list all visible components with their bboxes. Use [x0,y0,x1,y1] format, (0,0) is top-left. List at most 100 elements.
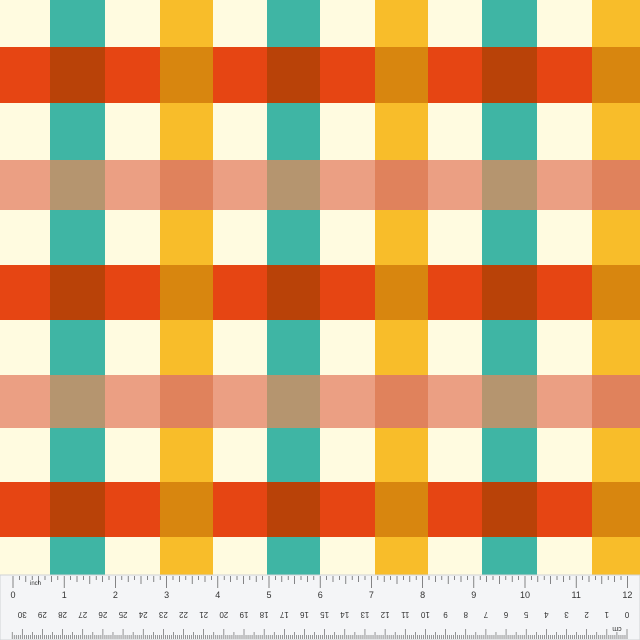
plaid-cell [105,320,161,376]
inch-label: 3 [164,590,169,600]
plaid-cell [50,537,106,576]
plaid-cell [320,482,376,538]
plaid-cell [375,0,429,48]
plaid-cell [0,320,51,376]
plaid-cell [50,47,106,104]
plaid-cell [105,428,161,483]
plaid-cell [537,160,593,211]
plaid-cell [375,537,429,576]
plaid-cell [592,320,640,376]
cm-label: 14 [340,610,349,619]
plaid-cell [428,210,483,266]
cm-label: 8 [463,610,468,619]
cm-label: 28 [58,610,67,619]
cm-label: 12 [380,610,389,619]
plaid-cell [428,160,483,211]
plaid-cell [50,0,106,48]
inch-label: 2 [113,590,118,600]
cm-label: 18 [259,610,268,619]
plaid-cell [482,47,538,104]
plaid-cell [537,482,593,538]
cm-label: 9 [443,610,448,619]
plaid-cell [537,537,593,576]
plaid-cell [537,210,593,266]
plaid-cell [320,0,376,48]
plaid-cell [320,320,376,376]
cm-label: 5 [523,610,528,619]
plaid-cell [160,0,214,48]
plaid-cell [537,320,593,376]
plaid-cell [537,0,593,48]
inch-label: 9 [471,590,476,600]
plaid-cell [537,103,593,161]
plaid-cell [592,103,640,161]
cm-label: 19 [239,610,248,619]
plaid-cell [267,428,321,483]
plaid-cell [428,0,483,48]
plaid-cell [375,160,429,211]
cm-label: 22 [179,610,188,619]
plaid-cell [375,47,429,104]
plaid-cell [592,47,640,104]
plaid-cell [320,537,376,576]
cm-label: 20 [219,610,228,619]
inch-label: 4 [215,590,220,600]
plaid-cell [482,320,538,376]
plaid-cell [320,103,376,161]
plaid-cell [320,265,376,321]
plaid-cell [375,103,429,161]
plaid-cell [320,428,376,483]
plaid-cell [375,482,429,538]
plaid-cell [375,320,429,376]
plaid-cell [592,537,640,576]
plaid-cell [213,320,268,376]
plaid-cell [320,210,376,266]
plaid-cell [0,375,51,429]
plaid-pattern [0,0,640,576]
plaid-cell [428,47,483,104]
plaid-cell [592,160,640,211]
plaid-cell [213,47,268,104]
plaid-cell [320,375,376,429]
plaid-cell [267,160,321,211]
plaid-cell [0,265,51,321]
plaid-cell [50,160,106,211]
plaid-cell [0,482,51,538]
plaid-cell [482,265,538,321]
plaid-cell [213,428,268,483]
plaid-cell [267,482,321,538]
plaid-cell [537,265,593,321]
plaid-cell [592,210,640,266]
plaid-cell [213,265,268,321]
plaid-cell [375,210,429,266]
plaid-cell [50,265,106,321]
cm-label: 27 [78,610,87,619]
inch-label: 1 [62,590,67,600]
plaid-cell [267,265,321,321]
plaid-cell [537,428,593,483]
plaid-cell [50,320,106,376]
plaid-cell [267,47,321,104]
plaid-cell [0,47,51,104]
cm-label: 1 [604,610,609,619]
plaid-cell [592,428,640,483]
plaid-cell [267,210,321,266]
plaid-cell [50,482,106,538]
inch-label: 11 [572,590,581,600]
plaid-cell [105,103,161,161]
plaid-cell [50,103,106,161]
plaid-cell [267,103,321,161]
plaid-cell [105,0,161,48]
inch-label: 0 [10,590,15,600]
inch-label: 12 [622,590,632,600]
plaid-cell [160,320,214,376]
plaid-cell [0,428,51,483]
inch-label: 10 [520,590,530,600]
plaid-cell [50,210,106,266]
cm-label: 10 [420,610,429,619]
plaid-cell [428,265,483,321]
cm-label: 4 [544,610,549,619]
plaid-cell [213,160,268,211]
plaid-cell [105,482,161,538]
